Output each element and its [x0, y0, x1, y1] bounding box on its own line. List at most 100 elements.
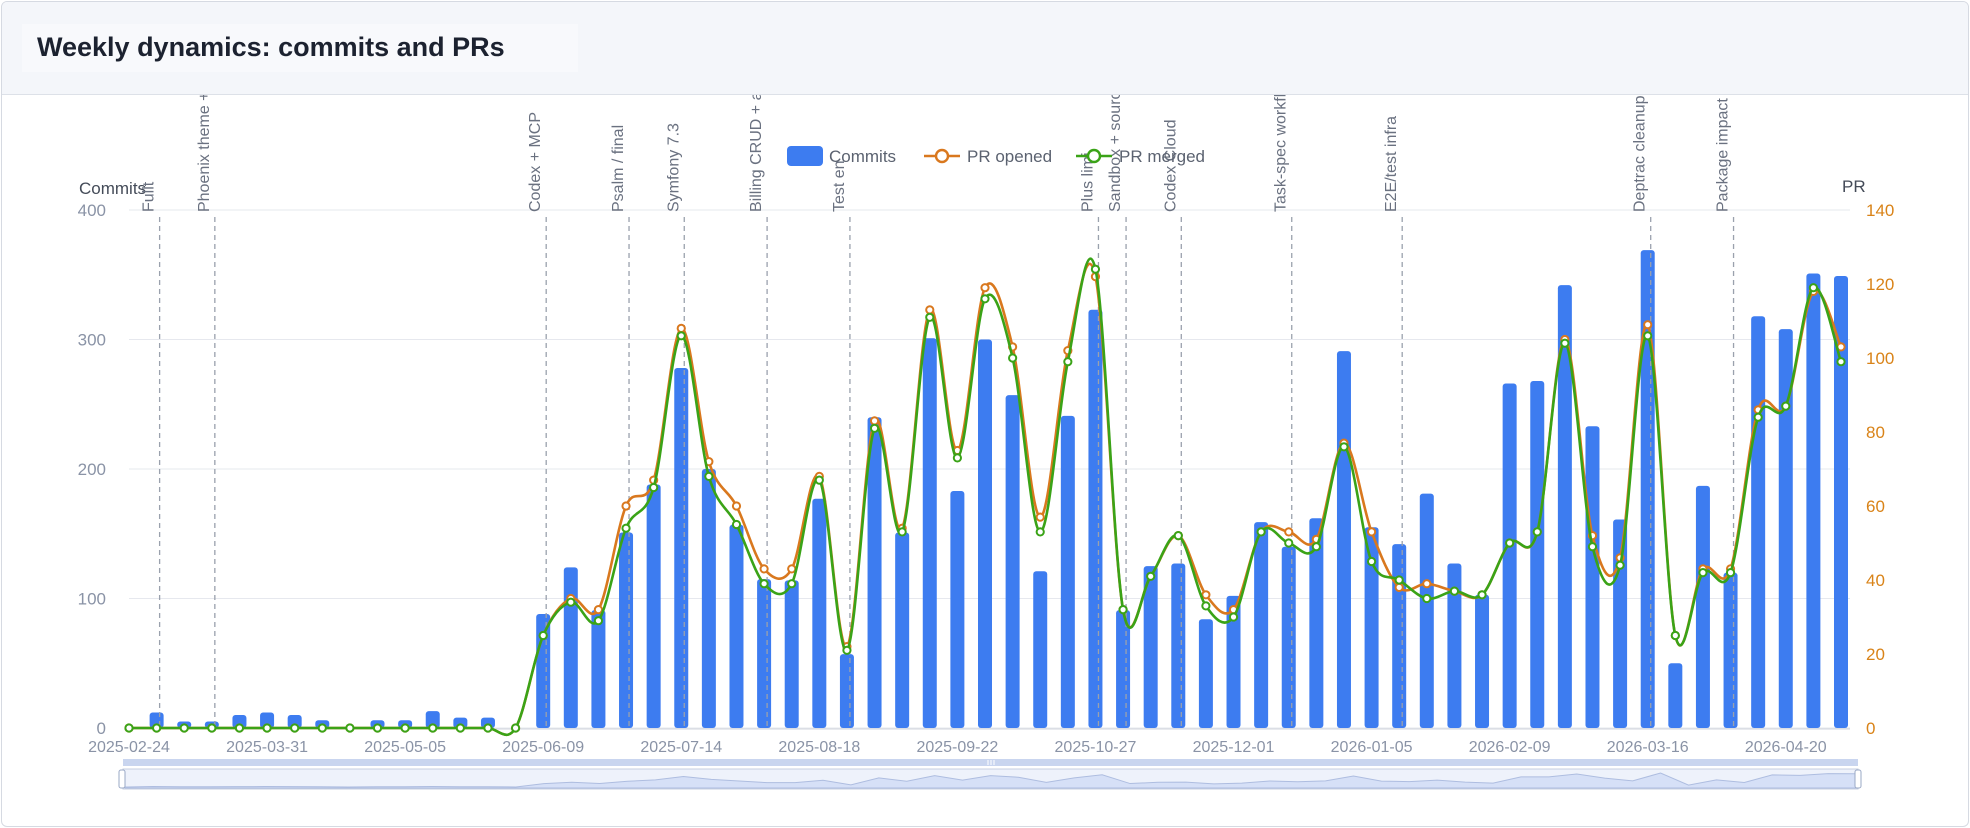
- commit-bar: [701, 469, 716, 728]
- commit-bar: [1281, 546, 1296, 728]
- pr-merged-point: [1284, 538, 1294, 548]
- commit-bar: [1778, 329, 1793, 728]
- commit-bar: [812, 498, 827, 728]
- pr-merged-point: [814, 475, 824, 485]
- legend-opened-marker: [934, 148, 950, 164]
- pr-opened-point: [593, 604, 604, 615]
- x-tick-label: 2025-08-18: [778, 739, 860, 756]
- y-right-tick-label: 140: [1866, 201, 1894, 220]
- commit-bar: [729, 524, 744, 728]
- pr-merged-point: [1477, 590, 1487, 600]
- pr-opened-point: [1422, 579, 1432, 589]
- annotation-label: Sandbox + sourc: [1107, 95, 1124, 212]
- annotation-label: Phoenix theme + au: [196, 95, 213, 212]
- x-tick-label: 2026-02-09: [1469, 739, 1551, 756]
- commit-bar: [784, 580, 799, 728]
- pr-opened-point: [1643, 320, 1653, 330]
- pr-merged-point: [1090, 264, 1101, 274]
- pr-merged-point: [759, 579, 769, 589]
- commit-bar: [950, 491, 965, 728]
- pr-merged-point: [676, 331, 686, 341]
- pr-merged-point: [1560, 338, 1570, 348]
- commit-bar: [839, 654, 854, 728]
- pr-merged-point: [179, 723, 189, 733]
- pr-merged-point: [621, 523, 631, 533]
- pr-opened-point: [1201, 590, 1211, 600]
- chart-title: Weekly dynamics: commits and PRs: [37, 32, 505, 62]
- y-left-tick-label: 200: [78, 460, 106, 479]
- pr-merged-point: [731, 519, 742, 530]
- pr-merged-point: [1836, 357, 1846, 367]
- commit-bar: [1419, 493, 1434, 728]
- commit-bar: [1751, 316, 1766, 728]
- annotation-label: Codex + MCP: [527, 112, 544, 212]
- x-tick-label: 2025-03-31: [226, 739, 308, 756]
- legend: Commits PR opened PR merged: [787, 146, 1205, 166]
- card-header: Weekly dynamics: commits and PRs: [2, 2, 1968, 95]
- x-tick-label: 2026-01-05: [1331, 739, 1413, 756]
- pr-merged-point: [1781, 401, 1791, 411]
- pr-merged-point: [510, 723, 521, 733]
- x-tick-label: 2025-06-09: [502, 739, 584, 756]
- y-right-tick-label: 120: [1866, 275, 1894, 294]
- pr-merged-point: [649, 482, 659, 493]
- commit-bar: [1005, 395, 1020, 728]
- pr-opened-point: [676, 323, 686, 333]
- zoom-right-handle[interactable]: [1854, 769, 1862, 789]
- pr-merged-point: [455, 723, 465, 733]
- commit-bar: [1502, 383, 1517, 728]
- commit-bar: [1226, 595, 1241, 728]
- commit-bar: [425, 711, 440, 728]
- pr-opened-point: [1035, 512, 1045, 522]
- pr-merged-point: [925, 312, 935, 322]
- pr-merged-point: [593, 616, 604, 626]
- y-right-tick-label: 0: [1866, 719, 1875, 738]
- commit-bar: [978, 339, 992, 728]
- annotation-label: Test en: [831, 160, 848, 212]
- commit-bar: [867, 417, 882, 728]
- commit-bar: [1668, 663, 1683, 728]
- y-right-tick-label: 20: [1866, 645, 1885, 664]
- pr-merged-point: [1339, 442, 1349, 452]
- pr-merged-point: [372, 723, 383, 733]
- pr-opened-point: [1394, 582, 1404, 592]
- commit-bar: [1392, 544, 1407, 728]
- pr-merged-point: [1063, 357, 1073, 367]
- pr-merged-point: [842, 645, 852, 655]
- annotation-label: Plus limi: [1079, 152, 1096, 212]
- pr-merged-point: [207, 723, 217, 733]
- pr-merged-point: [262, 723, 272, 733]
- pr-opened-point: [925, 305, 935, 315]
- commit-bar: [757, 579, 772, 728]
- data-zoom-slider[interactable]: [118, 759, 1862, 790]
- y-left-tick-label: 300: [78, 331, 106, 350]
- commit-bar: [1033, 571, 1048, 728]
- pr-merged-point: [1698, 568, 1708, 578]
- pr-merged-point: [1008, 353, 1018, 363]
- pr-merged-point: [704, 471, 714, 481]
- pr-merged-point: [1670, 630, 1680, 641]
- pr-merged-point: [1256, 527, 1266, 537]
- commit-bar: [674, 367, 689, 728]
- annotation-label: Billing CRUD + access: [748, 95, 765, 212]
- commit-bar: [1364, 527, 1379, 728]
- commit-bar: [1475, 594, 1490, 728]
- zoom-left-handle[interactable]: [118, 769, 126, 789]
- pr-merged-point: [428, 723, 438, 733]
- pr-merged-point: [1422, 593, 1432, 604]
- legend-commits-swatch: [787, 146, 823, 166]
- pr-merged-point: [1808, 283, 1818, 293]
- title-box: Weekly dynamics: commits and PRs: [22, 24, 578, 72]
- pr-merged-point: [1587, 542, 1598, 552]
- legend-merged-marker: [1086, 148, 1102, 164]
- pr-merged-point: [1228, 612, 1239, 622]
- commit-bar: [1530, 380, 1545, 728]
- annotation-label: Fullt: [141, 181, 158, 212]
- pr-merged-point: [234, 723, 245, 733]
- y-right-tick-label: 40: [1866, 571, 1885, 590]
- commit-bar: [1309, 518, 1324, 728]
- pr-merged-point: [1532, 527, 1542, 537]
- pr-merged-point: [1201, 601, 1211, 611]
- y-right-tick-label: 60: [1866, 497, 1885, 516]
- commit-bar: [287, 715, 302, 728]
